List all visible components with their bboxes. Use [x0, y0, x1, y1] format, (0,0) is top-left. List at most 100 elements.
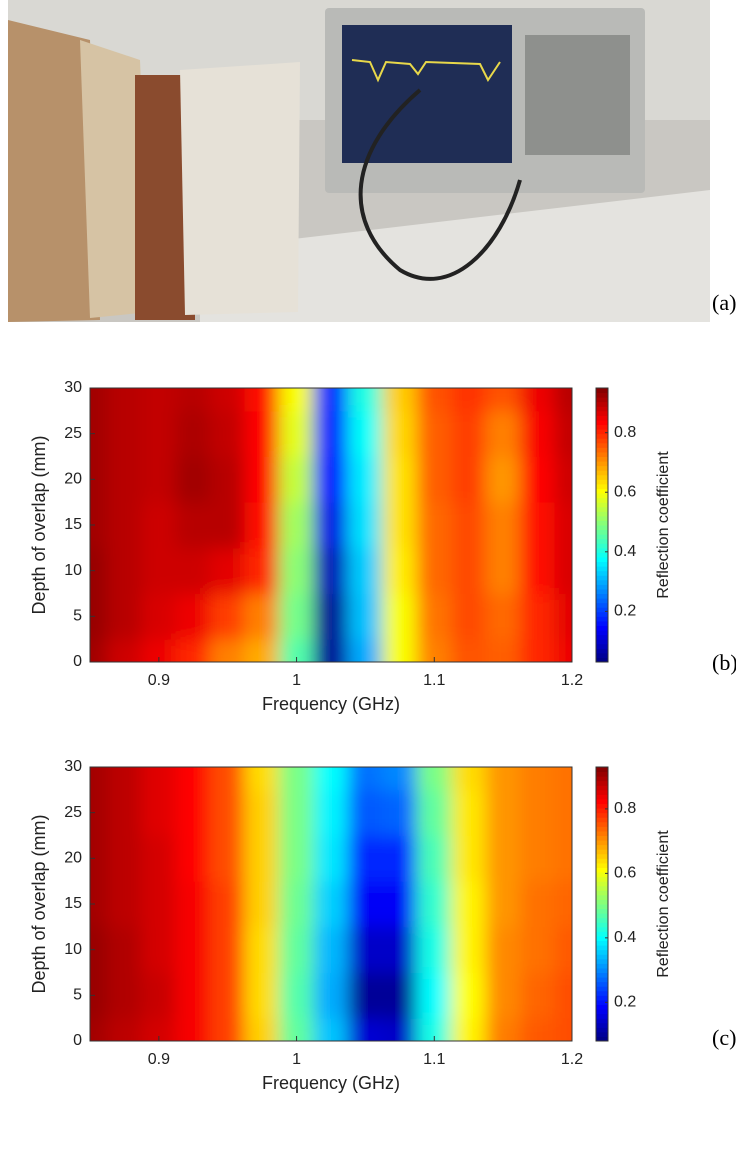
heatmap-cell	[451, 767, 487, 791]
colorbar-step	[596, 487, 608, 494]
heatmap-cell	[313, 593, 349, 640]
colorbar-tick-label: 0.2	[614, 603, 636, 620]
colorbar-tick-label: 0.4	[614, 929, 636, 946]
colorbar-step	[596, 414, 608, 421]
colorbar-step	[596, 656, 608, 663]
heatmap-cell	[141, 638, 177, 662]
heatmap-cell	[106, 880, 143, 928]
colorbar-step	[596, 981, 608, 987]
heatmap-cell	[554, 835, 572, 882]
heatmap-cell	[451, 593, 487, 640]
heatmap-cell	[416, 410, 452, 457]
colorbar-tick-label: 0.6	[614, 865, 636, 882]
heatmap-cell	[175, 789, 211, 836]
colorbar-step	[596, 825, 608, 832]
heatmap-cell	[90, 410, 108, 457]
heatmap-cell	[554, 880, 572, 928]
heatmap-cell	[141, 388, 177, 412]
heatmap-cell	[519, 638, 556, 662]
heatmap-cell	[313, 547, 349, 594]
colorbar-step	[596, 848, 608, 855]
colorbar-step	[596, 807, 608, 814]
heatmap-cell	[347, 926, 384, 973]
heatmap-cell	[244, 410, 280, 457]
colorbar-step	[596, 917, 608, 923]
heatmap-cell	[554, 972, 572, 1019]
colorbar-step	[596, 519, 608, 526]
heatmap-cell	[244, 456, 280, 503]
heatmap-cell	[416, 547, 452, 594]
colorbar-step	[596, 561, 608, 567]
heatmap-cell	[210, 767, 246, 791]
y-tick-label: 10	[64, 941, 82, 958]
heatmap-cell	[90, 593, 108, 640]
heatmap-cell	[210, 638, 246, 662]
heatmap-cell	[313, 1017, 349, 1041]
panel-label: (b)	[712, 650, 736, 675]
colorbar-step	[596, 967, 608, 973]
heatmap-cell	[313, 880, 349, 928]
heatmap-cell	[382, 926, 418, 973]
colorbar-step	[596, 583, 608, 590]
y-axis-label: Depth of overlap (mm)	[29, 814, 49, 993]
colorbar-label: Reflection coefficient	[655, 830, 672, 978]
colorbar-step	[596, 419, 608, 426]
colorbar-step	[596, 629, 608, 636]
colorbar-step	[596, 428, 608, 435]
heatmap-cell	[244, 547, 280, 594]
heatmap-cell	[451, 972, 487, 1019]
heatmap-cell	[278, 388, 315, 412]
colorbar-step	[596, 793, 608, 800]
colorbar-step	[596, 620, 608, 626]
colorbar-step	[596, 456, 608, 462]
heatmap-cell	[485, 547, 521, 594]
colorbar-step	[596, 926, 608, 932]
heatmap-cell	[210, 1017, 246, 1041]
heatmap-cell	[278, 456, 315, 503]
colorbar-step	[596, 405, 608, 412]
x-tick-label: 1	[292, 1051, 301, 1068]
colorbar-step	[596, 542, 608, 549]
photo-sample	[180, 62, 300, 315]
heatmap-cell	[175, 926, 211, 973]
heatmap-cell	[90, 388, 108, 412]
colorbar-step	[596, 994, 608, 1001]
plot: 0.9 1 1.1 1.2 0 5 10 15 20 25 30 Frequency (GHz) Dep…	[29, 758, 672, 1093]
colorbar-step	[596, 497, 608, 503]
heatmap-cell	[141, 926, 177, 973]
colorbar-step	[596, 524, 608, 531]
heatmap-cell	[313, 789, 349, 836]
colorbar-step	[596, 775, 608, 782]
heatmap-cell	[485, 789, 521, 836]
colorbar-step	[596, 999, 608, 1005]
colorbar-step	[596, 538, 608, 544]
x-tick-label: 0.9	[148, 672, 170, 689]
heatmap-cell	[313, 456, 349, 503]
colorbar-step	[596, 780, 608, 786]
heatmap-cell	[278, 638, 315, 662]
heatmap-cell	[141, 789, 177, 836]
colorbar-step	[596, 935, 608, 942]
heatmap-cell	[141, 835, 177, 882]
y-tick-label: 0	[73, 653, 82, 670]
colorbar-step	[596, 871, 608, 878]
heatmap-cell	[347, 1017, 384, 1041]
colorbar-step	[596, 953, 608, 960]
colorbar-step	[596, 844, 608, 850]
colorbar-step	[596, 597, 608, 604]
heatmap-cell	[485, 388, 521, 412]
colorbar-step	[596, 866, 608, 873]
heatmap-cell	[90, 547, 108, 594]
colorbar-step	[596, 392, 608, 398]
heatmap-cell	[106, 501, 143, 549]
heatmap-cell	[416, 501, 452, 549]
heatmap-cell	[175, 501, 211, 549]
heatmap-cell	[90, 789, 108, 836]
heatmap-cell	[382, 593, 418, 640]
colorbar-step	[596, 912, 608, 919]
heatmap-cell	[451, 880, 487, 928]
heatmap-cell	[106, 638, 143, 662]
heatmap-cell	[278, 789, 315, 836]
heatmap-cell	[244, 789, 280, 836]
heatmap-cell	[244, 767, 280, 791]
